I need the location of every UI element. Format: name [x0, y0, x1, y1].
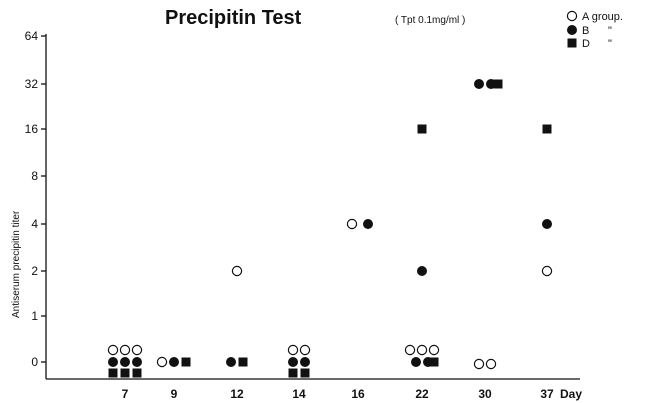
data-point-filled-circle	[108, 357, 118, 367]
data-point-open-circle	[428, 344, 440, 356]
chart-subtitle: ( Tpt 0.1mg/ml )	[395, 15, 465, 26]
y-tick-label: 8	[31, 169, 38, 183]
data-point-filled-circle	[411, 357, 421, 367]
x-tick-label: 16	[351, 387, 365, 401]
x-axis-label: Day	[560, 387, 582, 401]
y-axis-label: Antiserum precipitin titer	[11, 210, 22, 318]
data-point-filled-circle	[363, 219, 373, 229]
data-marks	[107, 79, 553, 378]
data-point-open-circle	[299, 344, 311, 356]
data-point-filled-square	[542, 124, 552, 134]
x-tick-label: 7	[122, 387, 129, 401]
data-point-filled-circle	[300, 357, 310, 367]
legend-label: B	[582, 25, 589, 37]
x-tick-label: 22	[415, 387, 429, 401]
data-point-open-circle	[107, 344, 119, 356]
data-point-filled-square	[238, 357, 248, 367]
data-point-filled-square	[429, 357, 439, 367]
data-point-open-circle	[346, 218, 358, 230]
y-tick-label: 32	[25, 77, 39, 91]
y-tick-label: 16	[25, 122, 39, 136]
data-point-filled-square	[120, 368, 130, 378]
data-point-open-circle	[485, 358, 497, 370]
data-point-open-circle	[156, 356, 168, 368]
axes	[45, 34, 580, 380]
data-point-filled-square	[417, 124, 427, 134]
data-point-open-circle	[131, 344, 143, 356]
data-point-filled-square	[300, 368, 310, 378]
y-tick-label: 0	[31, 355, 38, 369]
legend-marker	[566, 10, 578, 22]
data-point-filled-circle	[169, 357, 179, 367]
x-tick-label: 30	[478, 387, 492, 401]
y-tick-label: 64	[25, 29, 39, 43]
legend-marker	[567, 38, 577, 48]
data-point-filled-circle	[288, 357, 298, 367]
legend-marker	[567, 25, 577, 35]
data-point-filled-circle	[417, 266, 427, 276]
x-tick-label: 14	[292, 387, 306, 401]
data-point-open-circle	[119, 344, 131, 356]
legend: A group. B " D "	[566, 10, 623, 50]
data-point-filled-circle	[120, 357, 130, 367]
data-point-open-circle	[404, 344, 416, 356]
data-point-open-circle	[473, 358, 485, 370]
legend-label: A group.	[582, 11, 623, 23]
y-tick-label: 4	[31, 217, 38, 231]
data-point-filled-circle	[474, 79, 484, 89]
x-tick-label: 12	[230, 387, 244, 401]
data-point-filled-square	[288, 368, 298, 378]
data-point-filled-circle	[542, 219, 552, 229]
data-point-open-circle	[231, 265, 243, 277]
y-tick-label: 2	[31, 264, 38, 278]
legend-ditto: "	[608, 38, 612, 50]
data-point-open-circle	[541, 265, 553, 277]
legend-label: D	[582, 38, 590, 50]
data-point-open-circle	[287, 344, 299, 356]
data-point-filled-square	[181, 357, 191, 367]
x-tick-label: 37	[540, 387, 554, 401]
data-point-filled-circle	[132, 357, 142, 367]
data-point-filled-square	[132, 368, 142, 378]
data-point-filled-circle	[226, 357, 236, 367]
y-tick-label: 1	[31, 309, 38, 323]
x-tick-label: 9	[171, 387, 178, 401]
data-point-filled-square	[108, 368, 118, 378]
data-point-filled-square	[493, 79, 503, 89]
chart-title: Precipitin Test	[165, 7, 302, 29]
legend-ditto: "	[608, 25, 612, 37]
data-point-open-circle	[416, 344, 428, 356]
